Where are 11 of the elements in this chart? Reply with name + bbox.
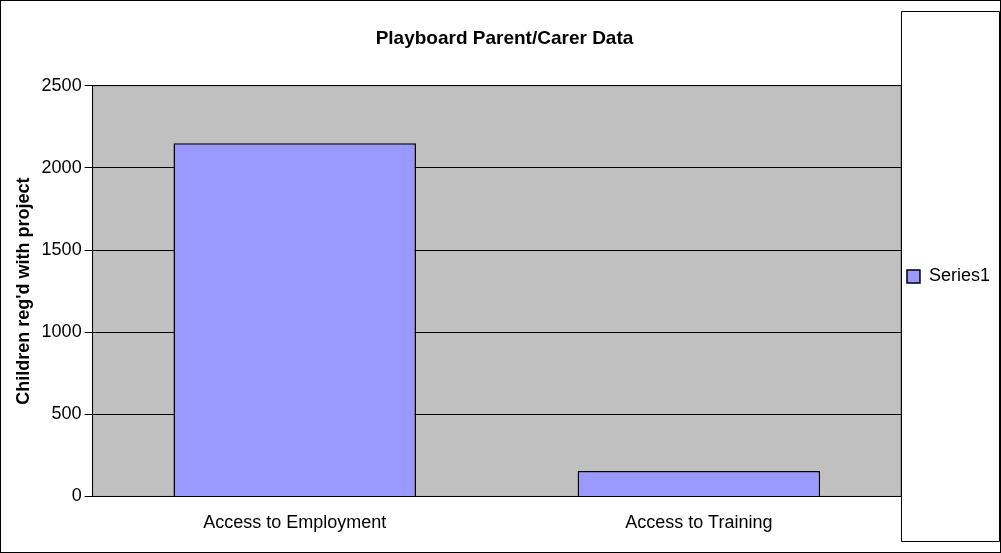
- y-tick-label: 500: [51, 403, 82, 424]
- chart-title: Playboard Parent/Carer Data: [375, 26, 634, 48]
- y-tick-label: 1000: [41, 321, 82, 342]
- y-tick-label: 0: [71, 485, 82, 506]
- y-axis-title: Children reg'd with project: [12, 177, 33, 405]
- x-tick-label: Access to Employment: [203, 512, 387, 533]
- legend-label: Series1: [928, 265, 990, 286]
- y-tick-label: 2000: [41, 156, 82, 177]
- y-tick-label: 1500: [41, 239, 82, 260]
- x-tick-label: Access to Training: [625, 512, 773, 533]
- y-tick-label: 2500: [41, 74, 82, 95]
